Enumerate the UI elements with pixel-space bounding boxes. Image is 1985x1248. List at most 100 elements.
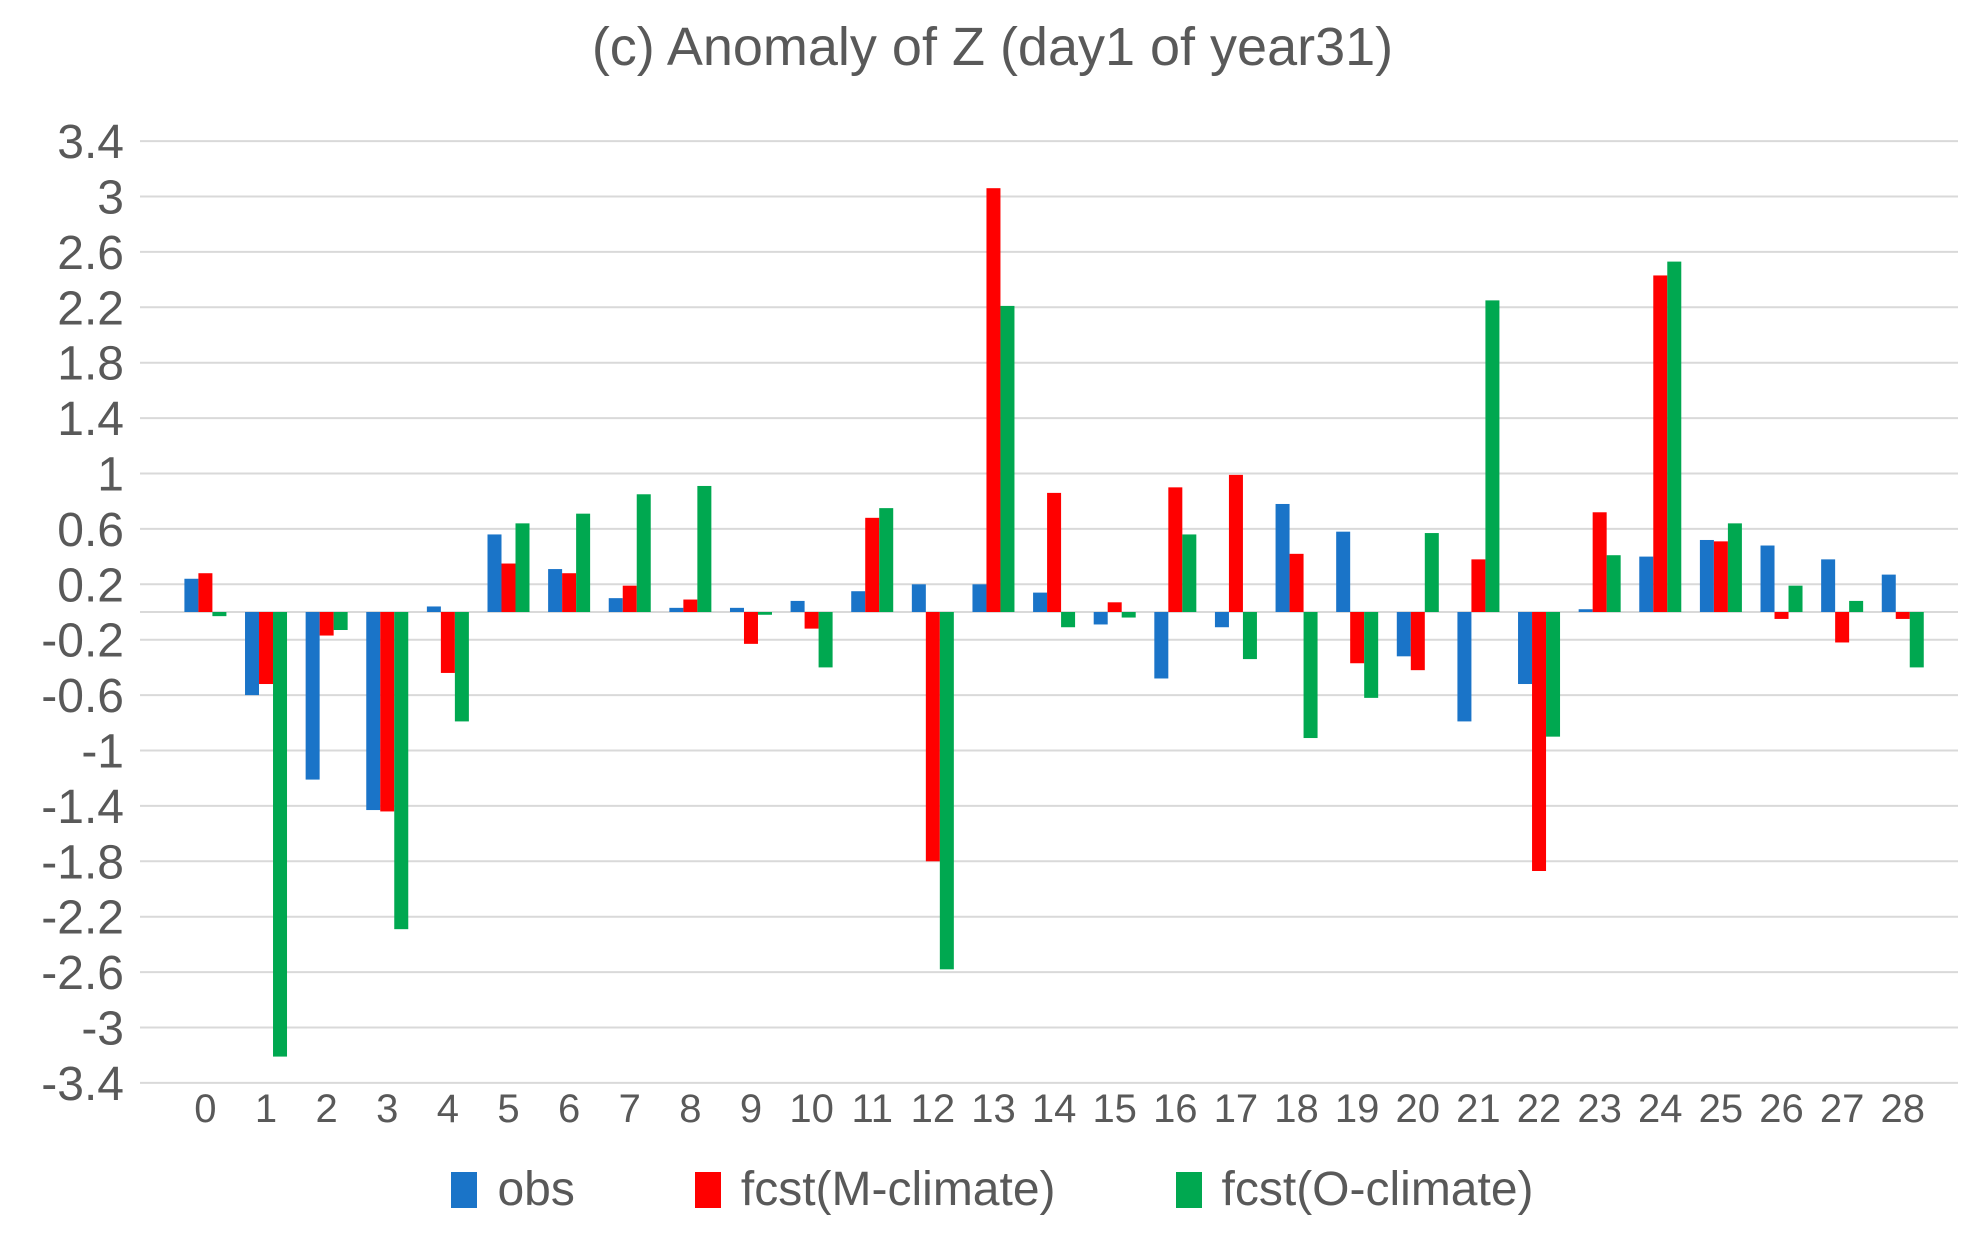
y-axis-tick-label: 3.4: [57, 116, 124, 169]
bar-fcst(M-climate)-cat12: [925, 612, 940, 862]
legend-item-fcst-o-climate: fcst(O-climate): [1175, 1162, 1534, 1217]
bar-fcst(M-climate)-cat16: [1168, 487, 1183, 612]
legend: obs fcst(M-climate) fcst(O-climate): [0, 1162, 1985, 1217]
bar-fcst(M-climate)-cat10: [804, 612, 819, 629]
bar-fcst(O-climate)-cat18: [1303, 612, 1318, 739]
y-axis-tick-label: -3.4: [41, 1058, 124, 1111]
bar-fcst(M-climate)-cat3: [380, 612, 395, 812]
bar-fcst(O-climate)-cat8: [697, 485, 712, 612]
x-axis-tick-label: 6: [558, 1087, 580, 1131]
bar-obs-cat6: [548, 569, 563, 612]
bar-fcst(O-climate)-cat13: [1000, 305, 1015, 612]
y-axis-tick-label: 1: [97, 449, 124, 502]
y-axis-tick-label: 3: [97, 172, 124, 225]
bar-fcst(M-climate)-cat7: [622, 585, 637, 612]
x-axis-tick-label: 11: [851, 1087, 893, 1131]
bar-obs-cat28: [1881, 574, 1896, 612]
bar-fcst(O-climate)-cat5: [515, 523, 530, 612]
bar-obs-cat19: [1336, 531, 1351, 612]
y-axis-tick-label: -1.8: [41, 836, 124, 889]
bar-fcst(M-climate)-cat11: [865, 517, 880, 612]
bar-fcst(M-climate)-cat14: [1047, 492, 1062, 612]
bar-fcst(O-climate)-cat24: [1667, 261, 1682, 612]
x-axis-tick-label: 24: [1638, 1087, 1683, 1131]
x-axis-tick-label: 3: [376, 1087, 398, 1131]
y-axis-tick-label: 0.6: [57, 504, 124, 557]
y-axis-tick-label: 1.4: [57, 393, 124, 446]
x-axis-tick-label: 14: [1032, 1087, 1077, 1131]
bar-obs-cat11: [851, 591, 866, 612]
y-axis-tick-label: -0.6: [41, 670, 124, 723]
y-axis-tick-label: -0.2: [41, 615, 124, 668]
y-axis-tick-label: -2.6: [41, 947, 124, 1000]
bar-fcst(O-climate)-cat26: [1788, 585, 1803, 612]
bar-fcst(O-climate)-cat14: [1061, 612, 1076, 628]
bar-fcst(O-climate)-cat21: [1485, 300, 1500, 612]
bar-obs-cat23: [1578, 609, 1593, 612]
x-axis-tick-label: 27: [1820, 1087, 1865, 1131]
x-axis-tick-label: 25: [1699, 1087, 1744, 1131]
bar-obs-cat13: [972, 584, 987, 612]
bar-fcst(M-climate)-cat26: [1774, 612, 1789, 619]
bar-fcst(M-climate)-cat15: [1107, 602, 1122, 612]
bar-obs-cat17: [1214, 612, 1229, 628]
x-axis-tick-label: 8: [679, 1087, 701, 1131]
bar-fcst(O-climate)-cat17: [1242, 612, 1257, 660]
x-axis-tick-label: 13: [971, 1087, 1016, 1131]
legend-item-fcst-m-climate: fcst(M-climate): [694, 1162, 1056, 1217]
bar-fcst(O-climate)-cat7: [636, 494, 651, 612]
fcst-m-climate-swatch-icon: [694, 1171, 721, 1208]
legend-item-obs: obs: [451, 1162, 575, 1217]
bar-fcst(M-climate)-cat6: [562, 573, 577, 612]
bar-fcst(O-climate)-cat0: [212, 612, 227, 617]
x-axis-tick-label: 1: [255, 1087, 277, 1131]
bar-fcst(O-climate)-cat16: [1182, 534, 1197, 612]
bar-fcst(O-climate)-cat11: [879, 508, 894, 612]
bar-fcst(M-climate)-cat20: [1410, 612, 1425, 671]
bar-fcst(O-climate)-cat4: [454, 612, 469, 722]
bar-fcst(M-climate)-cat22: [1532, 612, 1547, 871]
bar-fcst(O-climate)-cat3: [394, 612, 409, 930]
y-axis-tick-label: 2.6: [57, 227, 124, 280]
bar-fcst(M-climate)-cat25: [1713, 541, 1728, 612]
bar-fcst(O-climate)-cat1: [273, 612, 288, 1057]
bar-fcst(M-climate)-cat28: [1895, 612, 1910, 619]
x-axis-tick-label: 5: [497, 1087, 519, 1131]
legend-label-fcst-o-climate: fcst(O-climate): [1221, 1163, 1534, 1216]
bar-obs-cat26: [1760, 545, 1775, 612]
bar-fcst(M-climate)-cat5: [501, 563, 516, 612]
x-axis-tick-label: 23: [1577, 1087, 1622, 1131]
bar-obs-cat22: [1518, 612, 1533, 685]
bar-obs-cat9: [729, 607, 744, 612]
y-axis-tick-label: -3: [81, 1003, 124, 1056]
bar-obs-cat21: [1457, 612, 1472, 722]
bar-fcst(O-climate)-cat25: [1727, 523, 1742, 612]
bar-fcst(M-climate)-cat2: [319, 612, 334, 636]
bar-fcst(M-climate)-cat1: [259, 612, 274, 685]
bar-fcst(M-climate)-cat18: [1289, 553, 1304, 612]
x-axis-tick-label: 18: [1274, 1087, 1319, 1131]
fcst-o-climate-swatch-icon: [1175, 1171, 1202, 1208]
x-axis-tick-label: 17: [1214, 1087, 1259, 1131]
bar-fcst(M-climate)-cat4: [440, 612, 455, 673]
bar-fcst(O-climate)-cat19: [1364, 612, 1379, 698]
bar-fcst(M-climate)-cat19: [1350, 612, 1365, 664]
bar-obs-cat24: [1639, 556, 1654, 612]
bar-fcst(M-climate)-cat24: [1653, 275, 1668, 612]
obs-swatch-icon: [451, 1171, 478, 1208]
bar-fcst(M-climate)-cat21: [1471, 559, 1486, 612]
y-axis-tick-label: 1.8: [57, 338, 124, 391]
bar-fcst(O-climate)-cat10: [818, 612, 833, 668]
x-axis-tick-label: 9: [740, 1087, 762, 1131]
bar-fcst(O-climate)-cat12: [939, 612, 954, 970]
bar-fcst(M-climate)-cat27: [1835, 612, 1850, 643]
bar-obs-cat1: [245, 612, 260, 696]
bar-obs-cat18: [1275, 503, 1290, 612]
bar-fcst(O-climate)-cat23: [1606, 555, 1621, 612]
x-axis-tick-label: 12: [911, 1087, 956, 1131]
x-axis-tick-label: 26: [1759, 1087, 1804, 1131]
bar-obs-cat10: [790, 600, 805, 612]
y-axis-tick-label: -2.2: [41, 892, 124, 945]
y-axis-tick-label: 0.2: [57, 559, 124, 612]
